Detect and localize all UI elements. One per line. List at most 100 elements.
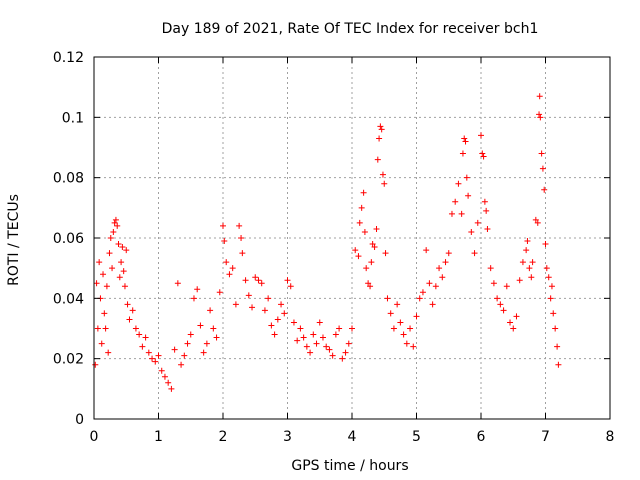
data-point [109,265,116,272]
data-point [490,280,497,287]
data-point [365,280,372,287]
data-point [360,189,367,196]
data-point [363,265,370,272]
data-point [545,274,552,281]
data-point [120,268,127,275]
data-point [474,219,481,226]
data-point [516,277,523,284]
data-point [542,241,549,248]
data-point [541,186,548,193]
data-point [384,295,391,302]
data-point [468,228,475,235]
data-point [555,361,562,368]
data-point [349,325,355,332]
data-point [100,271,107,278]
data-point [213,334,220,341]
data-point [532,216,539,223]
data-point [373,225,380,232]
data-point [500,307,507,314]
x-tick-label: 2 [219,429,228,445]
data-point [112,216,119,223]
data-point [187,331,194,338]
data-point [356,219,363,226]
data-point [458,210,465,217]
data-point [118,259,125,266]
data-point [261,307,268,314]
data-point [452,198,459,205]
data-point [439,274,446,281]
data-point [548,283,555,290]
data-point [397,319,404,326]
data-point [194,286,201,293]
y-tick-label: 0.02 [53,352,84,368]
data-point [394,301,401,308]
data-point [290,319,297,326]
data-point [507,319,514,326]
y-tick-label: 0 [75,412,84,428]
data-point [149,355,156,362]
data-point [174,280,181,287]
data-point [400,331,407,338]
data-point [494,295,501,302]
data-point [223,259,230,266]
data-point [297,325,304,332]
data-point [132,325,139,332]
data-points [92,93,562,392]
data-point [534,219,541,226]
data-point [432,283,439,290]
data-point [448,210,455,217]
data-point [126,316,133,323]
data-point [258,280,265,287]
data-point [513,313,520,320]
data-point [377,123,384,130]
data-point [419,289,426,296]
data-point [158,367,165,374]
data-point [423,247,430,254]
data-point [278,301,285,308]
data-point [114,222,121,229]
data-point [368,259,375,266]
data-point [197,322,204,329]
data-point [369,241,376,248]
data-point [107,235,114,241]
data-point [378,126,385,133]
data-point [271,331,278,338]
data-point [382,250,389,257]
data-point [481,198,488,205]
data-point [442,259,449,266]
data-point [171,346,178,353]
x-axis-label: GPS time / hours [291,458,408,474]
x-tick-label: 3 [283,429,292,445]
data-point [139,343,146,350]
data-point [245,292,252,299]
data-point [178,361,185,368]
data-point [445,250,452,257]
data-point [539,165,546,172]
data-point [503,283,510,290]
data-point [390,325,397,332]
x-tick-label: 4 [348,429,357,445]
data-point [268,322,275,329]
data-point [155,352,162,359]
data-point [119,244,126,251]
data-point [497,301,504,308]
axis-ticks: 0 1 2 3 4 5 6 7 8 0 0.02 0.04 0.06 0.08 0.1 0.12 [53,50,615,445]
data-point [110,228,117,235]
y-tick-label: 0.1 [62,110,84,126]
data-point [203,340,210,347]
y-tick-label: 0.06 [53,231,84,247]
data-point [342,349,349,356]
data-point [184,340,191,347]
data-point [287,283,294,290]
x-tick-label: 7 [541,429,550,445]
data-point [462,138,469,145]
data-point [379,171,386,178]
data-point [416,295,423,302]
data-point [145,349,152,356]
data-point [129,307,136,314]
data-point [316,319,323,326]
data-point [403,340,410,347]
x-tick-label: 8 [606,429,615,445]
